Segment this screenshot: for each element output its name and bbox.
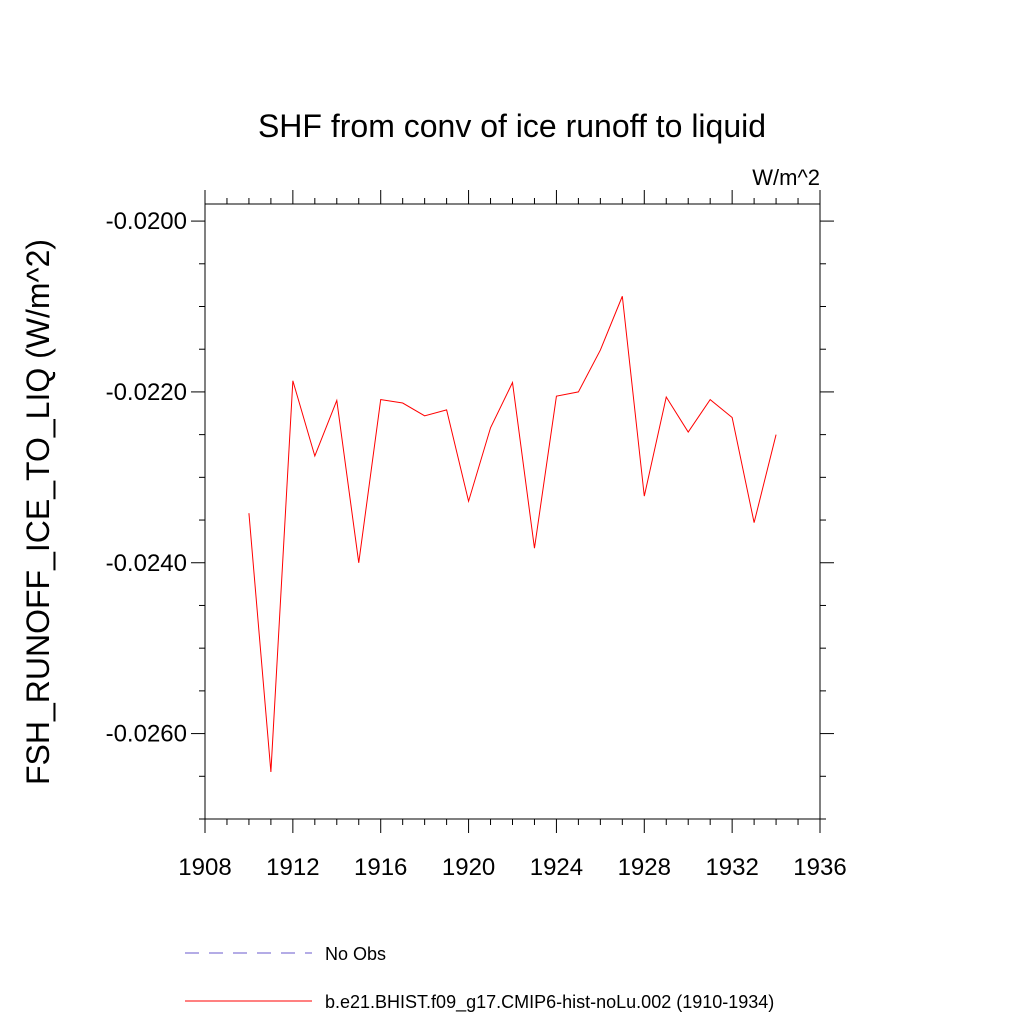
legend-label-model-run: b.e21.BHIST.f09_g17.CMIP6-hist-noLu.002 … [325,992,774,1013]
y-tick-label: -0.0260 [106,721,187,748]
legend-label-no-obs: No Obs [325,944,386,964]
x-tick-label: 1924 [530,854,583,881]
y-axis-ticks: -0.0200 -0.0220 -0.0240 -0.0260 [106,208,834,820]
series-line [248,296,777,773]
x-tick-label: 1928 [618,854,671,881]
x-tick-label: 1912 [266,854,319,881]
x-tick-label: 1936 [793,854,846,881]
y-tick-label: -0.0220 [106,379,187,406]
series-layer [248,296,777,773]
plot-frame [204,203,821,820]
x-tick-label: 1908 [178,854,231,881]
y-tick-label: -0.0240 [106,550,187,577]
x-axis-ticks: 1908 1912 1916 1920 1924 1928 1932 1936 [178,190,847,881]
units-label: W/m^2 [752,165,820,190]
x-tick-label: 1932 [705,854,758,881]
chart-title: SHF from conv of ice runoff to liquid [258,108,766,144]
y-tick-label: -0.0200 [106,208,187,235]
x-tick-label: 1916 [354,854,407,881]
legend: No Obs b.e21.BHIST.f09_g17.CMIP6-hist-no… [185,944,774,1013]
y-axis-label: FSH_RUNOFF_ICE_TO_LIQ (W/m^2) [20,239,56,785]
x-tick-label: 1920 [442,854,495,881]
